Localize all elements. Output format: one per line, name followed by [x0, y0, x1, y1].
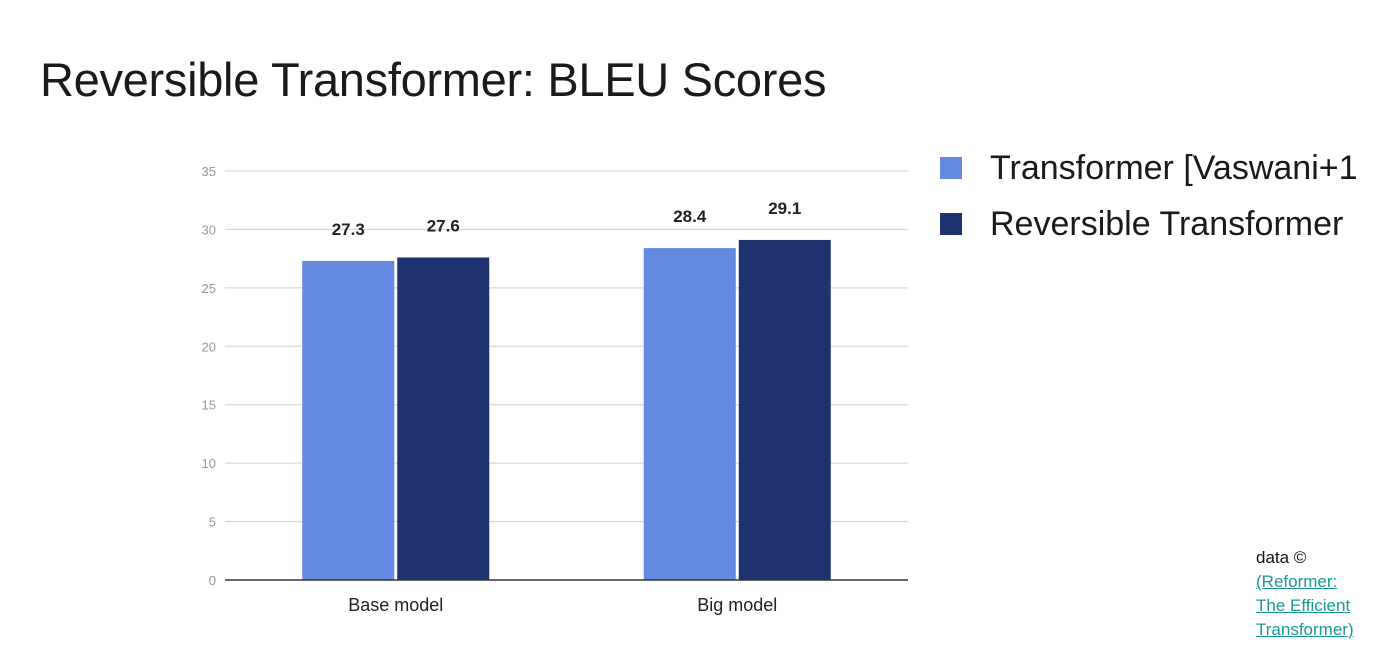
legend-item-transformer: Transformer [Vaswani+1 — [940, 140, 1358, 196]
citation-link-line: (Reformer: — [1256, 572, 1338, 591]
bar — [397, 257, 490, 580]
legend-swatch-transformer — [940, 157, 962, 179]
y-tick-label: 30 — [202, 222, 216, 237]
y-tick-label: 5 — [209, 515, 216, 530]
legend-item-reversible-transformer: Reversible Transformer — [940, 196, 1358, 252]
y-tick-label: 10 — [202, 456, 216, 471]
chart-legend: Transformer [Vaswani+1 Reversible Transf… — [940, 140, 1358, 252]
slide-title: Reversible Transformer: BLEU Scores — [40, 53, 827, 106]
data-label: 28.4 — [673, 207, 707, 226]
citation-link-line: Transformer) — [1256, 620, 1354, 639]
citation-link[interactable]: (Reformer: The Efficient Transformer) — [1256, 570, 1374, 642]
y-tick-label: 35 — [202, 164, 216, 179]
data-label: 27.3 — [332, 220, 365, 239]
data-label: 29.1 — [768, 199, 801, 218]
bar — [643, 248, 736, 580]
bar — [738, 239, 831, 580]
y-tick-label: 15 — [202, 398, 216, 413]
bar-chart: 0 5 10 15 20 25 30 35 27.3 27.6 Base model 28.4 29.1… — [202, 164, 908, 615]
bar — [302, 260, 395, 580]
x-category-label: Base model — [348, 595, 443, 615]
legend-swatch-reversible-transformer — [940, 213, 962, 235]
legend-label-transformer: Transformer [Vaswani+1 — [990, 148, 1358, 187]
y-tick-label: 20 — [202, 339, 216, 354]
data-citation: data © (Reformer: The Efficient Transfor… — [1256, 546, 1374, 642]
y-tick-label: 25 — [202, 281, 216, 296]
citation-link-line: The Efficient — [1256, 596, 1351, 615]
legend-label-reversible-transformer: Reversible Transformer — [990, 204, 1344, 243]
y-tick-label: 0 — [209, 573, 216, 588]
citation-prefix: data © — [1256, 548, 1307, 567]
data-label: 27.6 — [427, 216, 460, 235]
x-category-label: Big model — [697, 595, 777, 615]
